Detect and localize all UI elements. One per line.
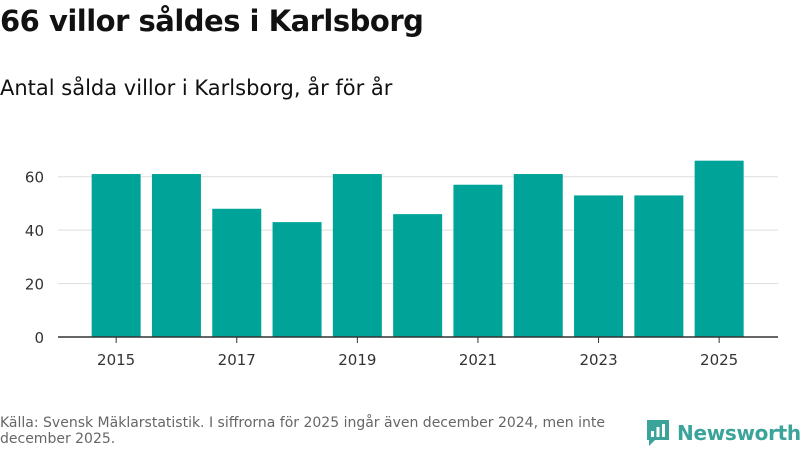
- bar-2022[interactable]: [513, 174, 563, 337]
- x-tick-label: 2019: [338, 351, 376, 369]
- chart-subtitle: Antal sålda villor i Karlsborg, år för å…: [0, 76, 393, 100]
- axes: 0 20 40 60 2015 2017 2019 2021 2023 2025: [25, 169, 778, 369]
- brand-name: Newsworthy: [677, 421, 800, 445]
- y-tick-label: 60: [25, 169, 44, 187]
- bar-2020[interactable]: [393, 214, 443, 337]
- x-tick-label: 2015: [97, 351, 135, 369]
- bar-2021[interactable]: [453, 184, 503, 337]
- bar-2024[interactable]: [634, 195, 684, 337]
- source-note: Källa: Svensk Mäklarstatistik. I siffror…: [0, 415, 605, 447]
- bar-2017[interactable]: [212, 208, 262, 337]
- y-tick-label: 20: [25, 276, 44, 294]
- bar-2019[interactable]: [332, 174, 382, 337]
- bar-2018[interactable]: [272, 222, 322, 337]
- newsworthy-logo[interactable]: Newsworthy: [645, 418, 800, 448]
- bar-chart: 0 20 40 60 2015 2017 2019 2021 2023 2025: [25, 160, 778, 369]
- x-tick-label: 2021: [459, 351, 497, 369]
- bar-2025[interactable]: [694, 160, 744, 337]
- y-tick-label: 0: [34, 329, 44, 347]
- newsworthy-icon: [647, 420, 669, 446]
- x-tick-label: 2023: [579, 351, 617, 369]
- chart-title: 66 villor såldes i Karlsborg: [0, 4, 424, 38]
- bar-2015[interactable]: [91, 174, 141, 337]
- x-tick-label: 2017: [218, 351, 256, 369]
- x-tick-label: 2025: [700, 351, 738, 369]
- bars: [91, 160, 744, 337]
- bar-2016[interactable]: [151, 174, 201, 337]
- bar-2023[interactable]: [574, 195, 624, 337]
- y-tick-label: 40: [25, 222, 44, 240]
